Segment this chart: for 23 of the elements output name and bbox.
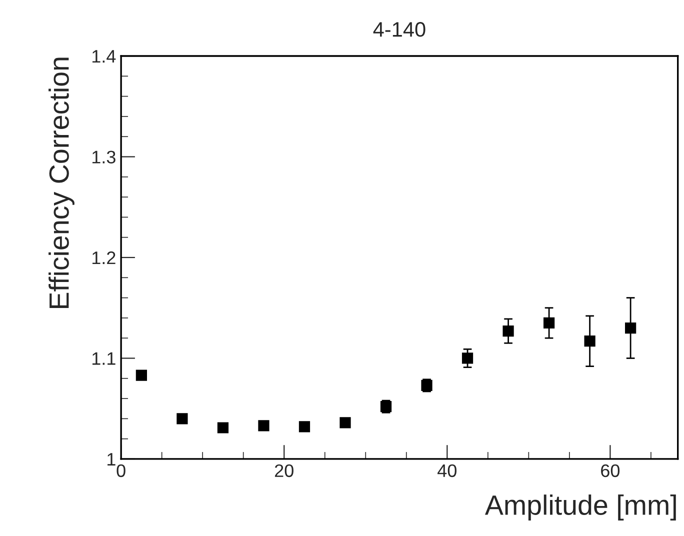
point [584, 336, 596, 347]
point [340, 417, 351, 428]
point [502, 325, 514, 337]
point [136, 370, 148, 381]
y-tick-label: 1.1 [92, 352, 116, 365]
chart-title: 4-140 [373, 22, 426, 37]
x-tick-label: 0 [116, 464, 126, 478]
x-tick-label: 40 [438, 464, 456, 478]
point [176, 413, 188, 424]
point [217, 422, 229, 434]
point [543, 317, 555, 329]
y-tick-label: 1.3 [92, 150, 116, 164]
y-axis-title: Efficiency Correction [48, 58, 74, 308]
x-axis-title: Amplitude [mm] [484, 494, 676, 520]
x-tick-label: 20 [274, 464, 294, 478]
point [462, 352, 474, 364]
y-tick-label: 1.2 [92, 251, 116, 264]
point [625, 322, 636, 334]
point [258, 420, 270, 432]
point [298, 421, 310, 432]
y-tick-label: 1 [108, 453, 116, 466]
y-tick-label: 1.4 [92, 50, 116, 63]
x-tick-label: 60 [601, 464, 620, 478]
